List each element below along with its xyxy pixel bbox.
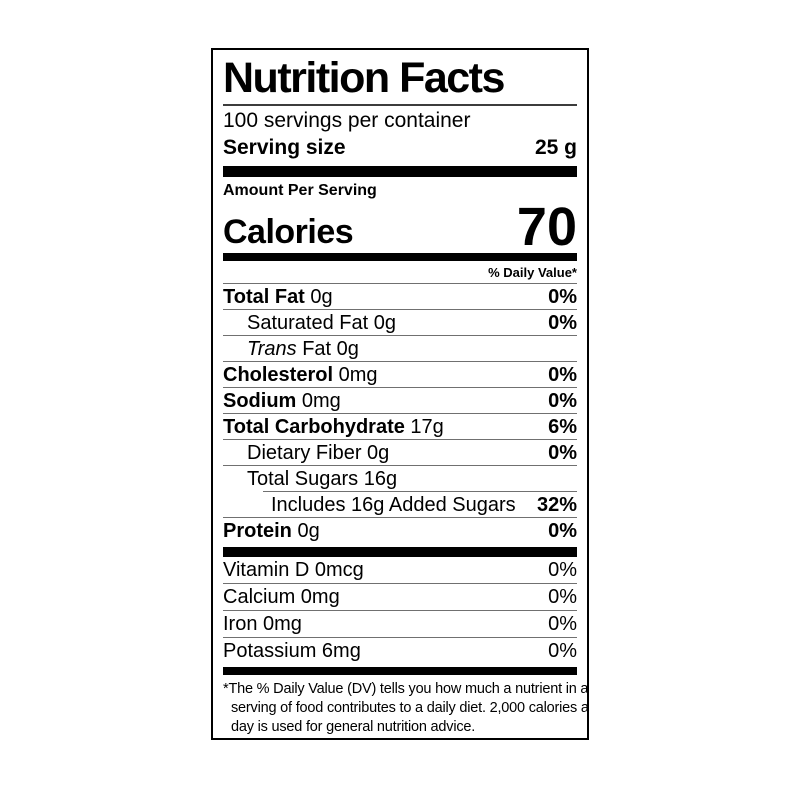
row-divider (223, 465, 577, 466)
daily-value-header: % Daily Value* (488, 265, 577, 280)
nutrient-name: Protein 0g (223, 519, 320, 542)
footnote: *The % Daily Value (DV) tells you how mu… (223, 675, 589, 737)
nutrition-facts-label: Nutrition Facts 100 servings per contain… (211, 48, 589, 740)
nutrient-row: Saturated Fat 0g 0% (223, 310, 577, 335)
thick-separator-footnote (223, 667, 577, 675)
nutrient-row: Trans Fat 0g (223, 336, 577, 361)
micronutrient-daily-value: 0% (548, 613, 577, 635)
calories-label: Calories (223, 213, 354, 251)
calories-value: 70 (516, 197, 577, 257)
row-divider (223, 413, 577, 414)
label-title: Nutrition Facts (223, 54, 505, 102)
row-divider (223, 309, 577, 310)
nutrient-daily-value: 0% (548, 441, 577, 464)
nutrient-row: Total Fat 0g 0% (223, 284, 577, 309)
nutrient-name: Saturated Fat 0g (247, 311, 396, 334)
row-divider (223, 439, 577, 440)
nutrient-name: Cholesterol 0mg (223, 363, 378, 386)
thick-separator-protein (223, 547, 577, 557)
micronutrient-name: Iron 0mg (223, 613, 302, 635)
nutrient-name: Trans Fat 0g (247, 337, 359, 360)
micronutrient-row: Iron 0mg 0% (223, 611, 577, 637)
nutrient-daily-value: 6% (548, 415, 577, 438)
row-divider (223, 637, 577, 638)
nutrient-name: Total Fat 0g (223, 285, 333, 308)
row-divider (223, 361, 577, 362)
nutrient-daily-value: 32% (536, 493, 577, 516)
nutrient-daily-value: 0% (548, 519, 577, 542)
serving-size-label: Serving size (223, 136, 346, 159)
title-divider (223, 104, 577, 106)
micronutrient-rows-section: Vitamin D 0mcg 0% Calcium 0mg 0% Iron 0mg 0% P… (223, 557, 577, 664)
row-divider (263, 491, 577, 492)
amount-per-serving-label: Amount Per Serving (223, 182, 377, 199)
servings-per-container: 100 servings per container (223, 109, 471, 132)
nutrient-row: Includes 16g Added Sugars 32% (223, 492, 577, 517)
nutrient-row: Protein 0g 0% (223, 518, 577, 543)
micronutrient-name: Potassium 6mg (223, 640, 361, 662)
row-divider (223, 610, 577, 611)
nutrient-row: Cholesterol 0mg 0% (223, 362, 577, 387)
nutrient-name: Dietary Fiber 0g (247, 441, 390, 464)
micronutrient-name: Calcium 0mg (223, 586, 340, 608)
row-divider (223, 283, 577, 284)
micronutrient-daily-value: 0% (548, 559, 577, 581)
nutrient-name: Includes 16g Added Sugars (271, 493, 516, 516)
row-divider (223, 335, 577, 336)
micronutrient-row: Vitamin D 0mcg 0% (223, 557, 577, 583)
serving-size-row: Serving size 25 g (223, 135, 577, 165)
footnote-line: *The % Daily Value (DV) tells you how mu… (223, 681, 589, 697)
nutrient-row: Total Carbohydrate 17g 6% (223, 414, 577, 439)
row-divider (223, 583, 577, 584)
nutrient-rows-section: Total Fat 0g 0% Saturated Fat 0g 0% Trans Fa… (223, 283, 577, 543)
nutrient-name: Total Carbohydrate 17g (223, 415, 444, 438)
micronutrient-row: Calcium 0mg 0% (223, 584, 577, 610)
serving-size-value: 25 g (534, 136, 577, 159)
thick-separator-serving (223, 166, 577, 177)
nutrient-daily-value: 0% (548, 285, 577, 308)
footnote-line: serving of food contributes to a daily d… (231, 700, 589, 716)
nutrient-name: Total Sugars 16g (247, 467, 398, 490)
nutrient-name: Sodium 0mg (223, 389, 341, 412)
nutrient-row: Dietary Fiber 0g 0% (223, 440, 577, 465)
micronutrient-daily-value: 0% (548, 586, 577, 608)
nutrient-row: Total Sugars 16g (223, 466, 577, 491)
footnote-line: day is used for general nutrition advice… (231, 719, 476, 735)
row-divider (223, 517, 577, 518)
micronutrient-daily-value: 0% (548, 640, 577, 662)
row-divider (223, 387, 577, 388)
thick-separator-calories (223, 253, 577, 261)
micronutrient-row: Potassium 6mg 0% (223, 638, 577, 664)
nutrient-daily-value: 0% (548, 311, 577, 334)
nutrient-row: Sodium 0mg 0% (223, 388, 577, 413)
micronutrient-name: Vitamin D 0mcg (223, 559, 364, 581)
nutrient-daily-value: 0% (548, 363, 577, 386)
nutrient-daily-value: 0% (548, 389, 577, 412)
calories-row: Calories 70 (223, 197, 577, 257)
